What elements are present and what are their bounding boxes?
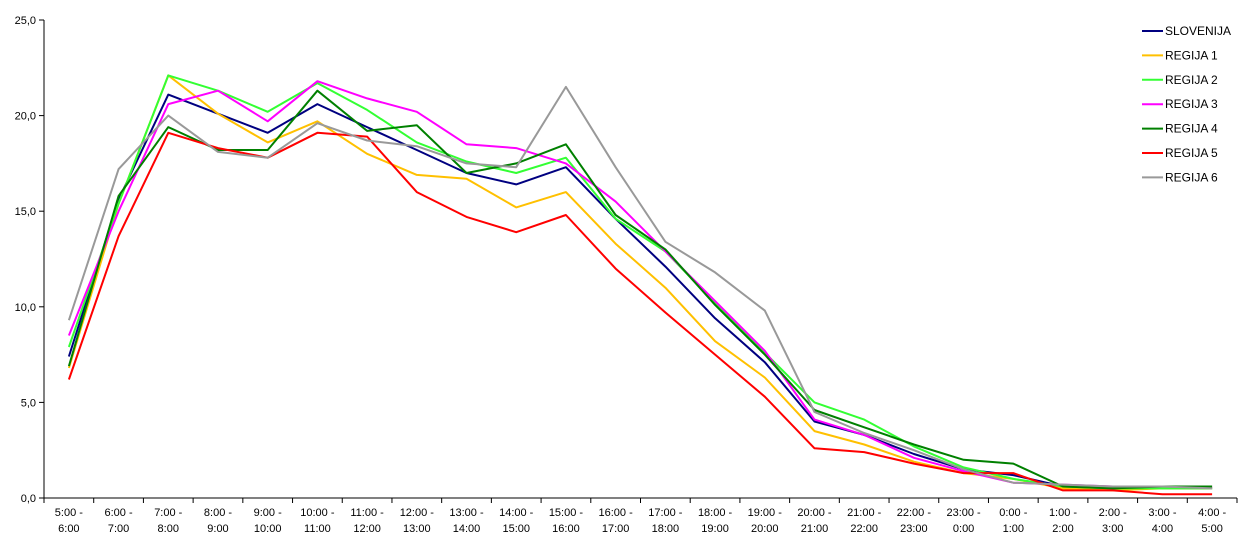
- x-tick-label: 8:00 -9:00: [204, 507, 232, 535]
- x-tick-label: 10:00 -11:00: [300, 507, 335, 535]
- x-tick-label: 1:00 -2:00: [1049, 507, 1077, 535]
- x-tick-label: 14:00 -15:00: [499, 507, 534, 535]
- legend-label-regija-1: REGIJA 1: [1165, 48, 1218, 62]
- x-tick-label: 11:00 -12:00: [350, 507, 384, 535]
- x-tick-label: 20:00 -21:00: [797, 507, 832, 535]
- series-line-regija-3: [67, 80, 1213, 488]
- x-tick-label: 13:00 -14:00: [449, 507, 484, 535]
- x-tick-label: 0:00 -1:00: [999, 507, 1027, 535]
- x-tick-label: 7:00 -8:00: [154, 507, 182, 535]
- x-tick-label: 18:00 -19:00: [698, 507, 733, 535]
- x-tick-label: 4:00 -5:00: [1198, 507, 1226, 535]
- series-line-regija-2: [67, 74, 1213, 490]
- x-tick-label: 12:00 -13:00: [400, 507, 435, 535]
- y-tick-label: 20,0: [15, 111, 36, 123]
- x-tick-label: 3:00 -4:00: [1148, 507, 1176, 535]
- series-line-regija-6: [67, 85, 1213, 490]
- x-tick-label: 9:00 -10:00: [254, 507, 282, 535]
- series-lines: [67, 74, 1213, 496]
- x-tick-label: 17:00 -18:00: [648, 507, 683, 535]
- y-tick-label: 0,0: [21, 493, 36, 505]
- legend-label-regija-6: REGIJA 6: [1165, 170, 1218, 184]
- x-tick-label: 21:00 -22:00: [847, 507, 882, 535]
- x-tick-label: 22:00 -23:00: [897, 507, 932, 535]
- y-tick-label: 10,0: [15, 302, 36, 314]
- y-tick-label: 15,0: [15, 206, 36, 218]
- legend: SLOVENIJA REGIJA 1 REGIJA 2 REGIJA 3 REGIJA …: [1142, 24, 1231, 184]
- x-tick-label: 19:00 -20:00: [748, 507, 783, 535]
- axes: 0,0 5,0 10,0 15,0 20,0 25,0 5:00 -6:00 6:00 -7:…: [15, 15, 1238, 535]
- x-tick-label: 5:00 -6:00: [55, 507, 83, 535]
- legend-label-regija-5: REGIJA 5: [1165, 146, 1218, 160]
- x-tick-label: 16:00 -17:00: [599, 507, 634, 535]
- series-line-regija-1: [67, 74, 1213, 492]
- legend-label-regija-3: REGIJA 3: [1165, 97, 1218, 111]
- legend-label-regija-4: REGIJA 4: [1165, 122, 1218, 136]
- x-tick-label: 6:00 -7:00: [104, 507, 132, 535]
- x-tick-label: 2:00 -3:00: [1099, 507, 1127, 535]
- x-tick-label: 23:00 -0:00: [946, 507, 981, 535]
- y-tick-label: 5,0: [21, 397, 36, 409]
- series-line-regija-4: [67, 89, 1213, 490]
- y-tick-label: 25,0: [15, 15, 36, 27]
- legend-label-slovenija: SLOVENIJA: [1165, 24, 1231, 38]
- legend-label-regija-2: REGIJA 2: [1165, 73, 1218, 87]
- x-tick-label: 15:00 -16:00: [549, 507, 584, 535]
- series-line-regija-5: [67, 131, 1213, 496]
